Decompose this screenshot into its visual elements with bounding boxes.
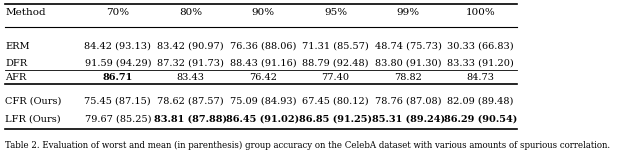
Text: 80%: 80% [179,8,202,17]
Text: 86.71: 86.71 [102,73,133,82]
Text: 75.45 (87.15): 75.45 (87.15) [84,96,151,106]
Text: 84.73: 84.73 [467,73,495,82]
Text: DFR: DFR [5,59,28,68]
Text: 67.45 (80.12): 67.45 (80.12) [302,96,369,106]
Text: 83.43: 83.43 [177,73,204,82]
Text: 78.82: 78.82 [394,73,422,82]
Text: 76.42: 76.42 [249,73,277,82]
Text: 83.42 (90.97): 83.42 (90.97) [157,42,224,51]
Text: 88.43 (91.16): 88.43 (91.16) [230,59,296,68]
Text: 78.76 (87.08): 78.76 (87.08) [375,96,442,106]
Text: 70%: 70% [106,8,129,17]
Text: 83.33 (91.20): 83.33 (91.20) [447,59,514,68]
Text: 86.45 (91.02): 86.45 (91.02) [227,115,300,124]
Text: 48.74 (75.73): 48.74 (75.73) [374,42,442,51]
Text: 86.29 (90.54): 86.29 (90.54) [444,115,517,124]
Text: 71.31 (85.57): 71.31 (85.57) [302,42,369,51]
Text: LFR (Ours): LFR (Ours) [5,115,61,124]
Text: 90%: 90% [252,8,275,17]
Text: AFR: AFR [5,73,26,82]
Text: Method: Method [5,8,46,17]
Text: 82.09 (89.48): 82.09 (89.48) [447,96,514,106]
Text: 91.59 (94.29): 91.59 (94.29) [84,59,151,68]
Text: 99%: 99% [397,8,420,17]
Text: Table 2. Evaluation of worst and mean (in parenthesis) group accuracy on the Cel: Table 2. Evaluation of worst and mean (i… [5,141,611,150]
Text: CFR (Ours): CFR (Ours) [5,96,61,106]
Text: 79.67 (85.25): 79.67 (85.25) [84,115,151,124]
Text: 75.09 (84.93): 75.09 (84.93) [230,96,296,106]
Text: 78.62 (87.57): 78.62 (87.57) [157,96,224,106]
Text: 95%: 95% [324,8,347,17]
Text: 86.85 (91.25): 86.85 (91.25) [299,115,372,124]
Text: 100%: 100% [466,8,495,17]
Text: 83.80 (91.30): 83.80 (91.30) [375,59,442,68]
Text: 88.79 (92.48): 88.79 (92.48) [302,59,369,68]
Text: 85.31 (89.24): 85.31 (89.24) [372,115,445,124]
Text: 77.40: 77.40 [321,73,349,82]
Text: 87.32 (91.73): 87.32 (91.73) [157,59,224,68]
Text: 30.33 (66.83): 30.33 (66.83) [447,42,514,51]
Text: 83.81 (87.88): 83.81 (87.88) [154,115,227,124]
Text: 84.42 (93.13): 84.42 (93.13) [84,42,151,51]
Text: ERM: ERM [5,42,30,51]
Text: 76.36 (88.06): 76.36 (88.06) [230,42,296,51]
